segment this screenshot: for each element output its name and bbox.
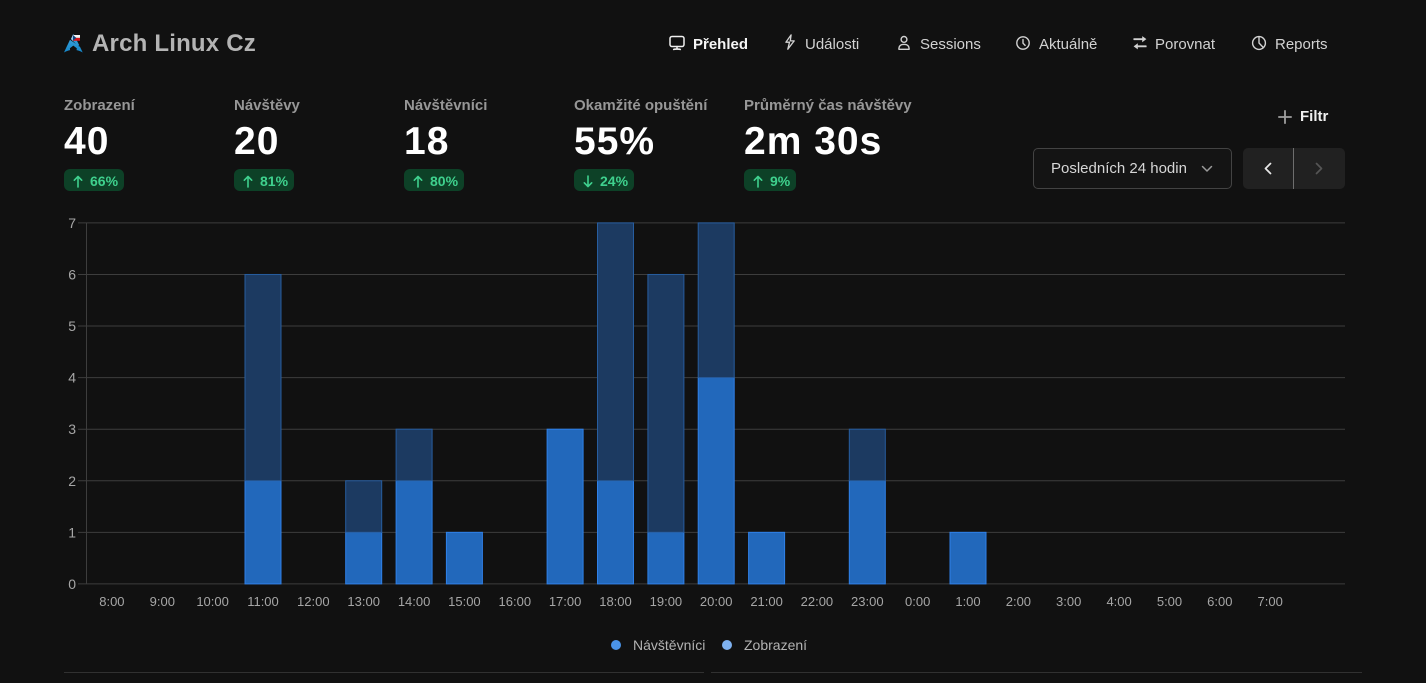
- svg-text:16:00: 16:00: [499, 594, 532, 609]
- svg-text:3: 3: [68, 421, 76, 437]
- svg-text:23:00: 23:00: [851, 594, 884, 609]
- svg-text:1: 1: [68, 524, 76, 540]
- svg-text:4: 4: [68, 370, 76, 386]
- svg-text:14:00: 14:00: [398, 594, 431, 609]
- svg-text:7:00: 7:00: [1258, 594, 1283, 609]
- svg-text:22:00: 22:00: [801, 594, 834, 609]
- svg-text:11:00: 11:00: [247, 594, 279, 609]
- svg-text:6:00: 6:00: [1207, 594, 1232, 609]
- svg-text:21:00: 21:00: [750, 594, 783, 609]
- svg-text:2: 2: [68, 473, 76, 489]
- svg-text:15:00: 15:00: [448, 594, 481, 609]
- svg-text:4:00: 4:00: [1106, 594, 1131, 609]
- svg-text:19:00: 19:00: [650, 594, 683, 609]
- svg-text:10:00: 10:00: [196, 594, 229, 609]
- svg-text:0: 0: [68, 576, 76, 592]
- svg-text:5: 5: [68, 318, 76, 334]
- svg-text:20:00: 20:00: [700, 594, 733, 609]
- svg-text:1:00: 1:00: [955, 594, 980, 609]
- svg-text:2:00: 2:00: [1006, 594, 1031, 609]
- svg-text:0:00: 0:00: [905, 594, 930, 609]
- svg-text:8:00: 8:00: [99, 594, 124, 609]
- svg-text:18:00: 18:00: [599, 594, 632, 609]
- svg-text:13:00: 13:00: [347, 594, 380, 609]
- svg-text:12:00: 12:00: [297, 594, 330, 609]
- svg-text:6: 6: [68, 266, 76, 282]
- svg-text:17:00: 17:00: [549, 594, 582, 609]
- svg-text:3:00: 3:00: [1056, 594, 1081, 609]
- svg-text:5:00: 5:00: [1157, 594, 1182, 609]
- svg-text:9:00: 9:00: [150, 594, 175, 609]
- svg-text:7: 7: [68, 215, 76, 231]
